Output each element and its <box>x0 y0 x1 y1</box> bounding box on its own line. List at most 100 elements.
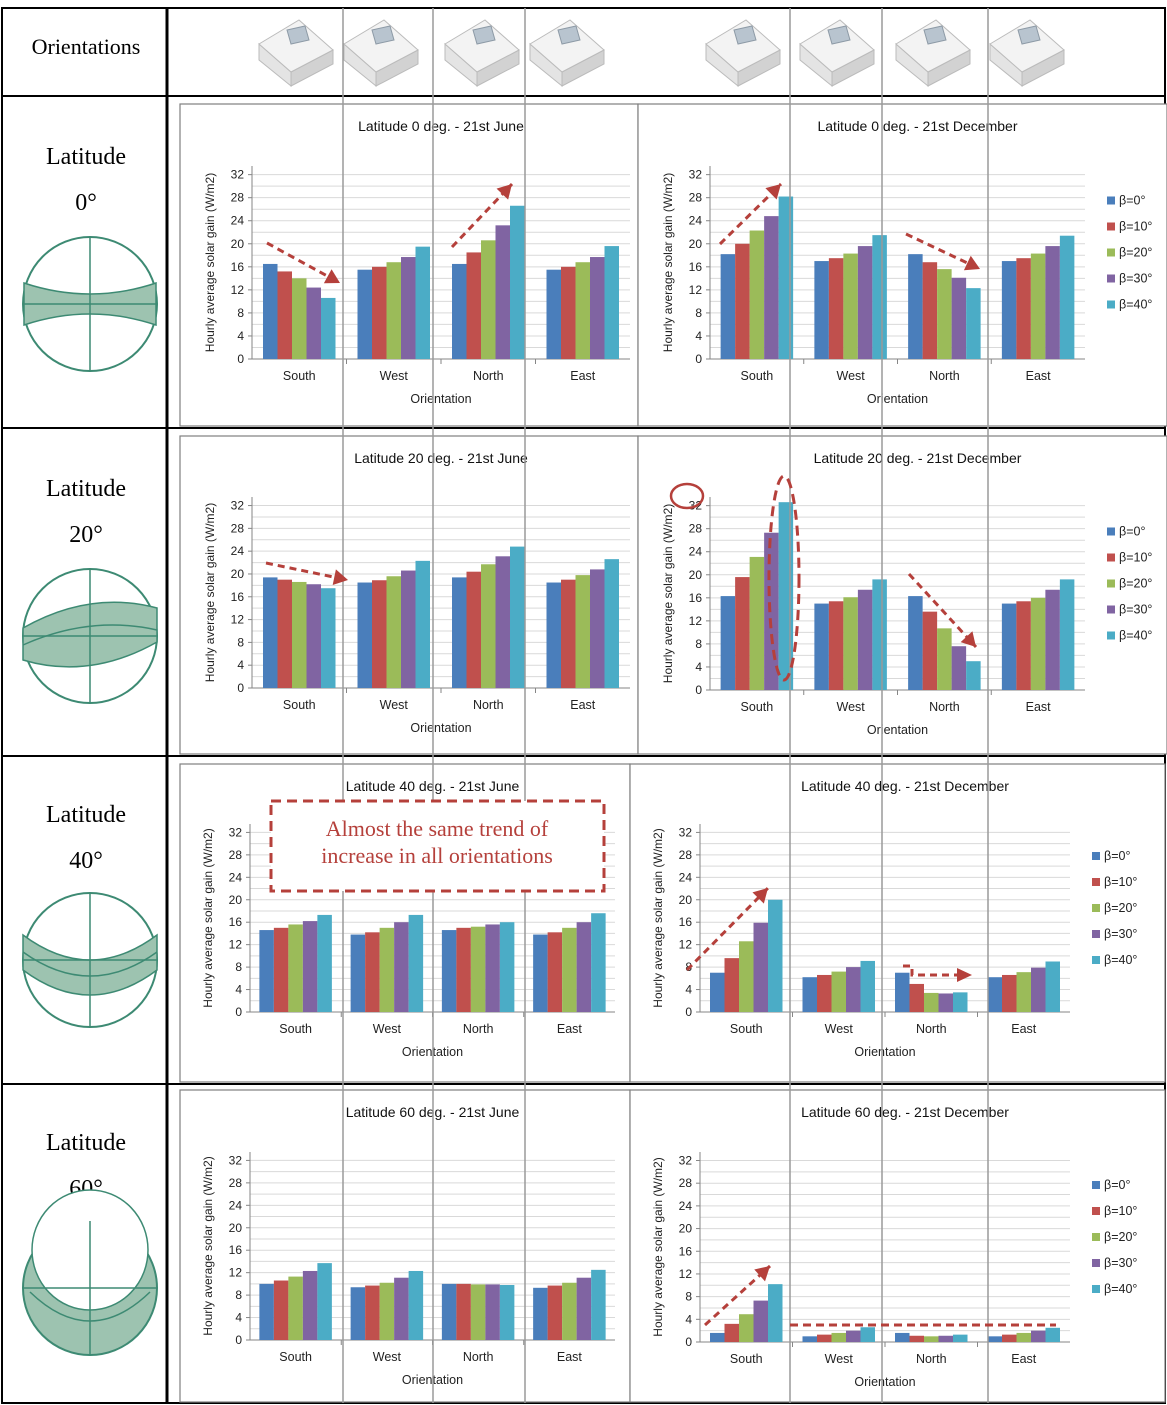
bar <box>302 921 318 1012</box>
x-tick-label: West <box>825 1022 854 1036</box>
y-tick-label: 4 <box>235 983 242 997</box>
bar <box>386 262 401 359</box>
legend-swatch <box>1092 878 1100 886</box>
bar <box>415 246 430 359</box>
y-tick-label: 32 <box>229 825 243 839</box>
bar <box>495 225 510 359</box>
y-tick-label: 24 <box>229 1198 243 1212</box>
bar <box>1045 1327 1060 1342</box>
x-tick-label: South <box>279 1350 312 1364</box>
bar <box>802 977 817 1012</box>
y-tick-label: 24 <box>231 214 245 228</box>
chart-title: Latitude 0 deg. - 21st June <box>358 118 524 134</box>
bar <box>591 1269 606 1340</box>
bar <box>466 571 481 688</box>
bar <box>357 582 372 688</box>
x-tick-label: South <box>283 369 316 383</box>
bar <box>1030 253 1046 359</box>
legend-label: β=20° <box>1104 1230 1137 1244</box>
y-tick-label: 24 <box>229 870 243 884</box>
annotation-box-line: Almost the same trend of <box>326 816 549 841</box>
bar <box>277 579 292 688</box>
bar <box>909 983 924 1012</box>
chart-title: Latitude 0 deg. - 21st December <box>817 118 1017 134</box>
bar <box>1001 261 1017 359</box>
legend-swatch <box>1092 930 1100 938</box>
legend-swatch <box>1092 1285 1100 1293</box>
row-2-latitude-value: 40° <box>69 848 103 874</box>
y-tick-label: 0 <box>235 1005 242 1019</box>
bar <box>843 253 858 359</box>
bar <box>1016 972 1031 1012</box>
bar <box>394 922 409 1012</box>
bar <box>857 246 873 359</box>
x-axis-label: Orientation <box>867 392 928 406</box>
y-tick-label: 20 <box>229 1221 243 1235</box>
building-icon <box>895 19 971 88</box>
bar <box>575 262 590 359</box>
y-tick-label: 4 <box>237 329 244 343</box>
y-tick-label: 12 <box>679 1267 693 1281</box>
building-icon <box>343 19 419 88</box>
chart-frame <box>637 435 1167 755</box>
legend-label: β=0° <box>1119 525 1145 539</box>
x-tick-label: North <box>929 700 960 714</box>
bar <box>831 971 846 1012</box>
orientations-header: Orientations <box>32 34 141 59</box>
building-icon <box>799 19 875 88</box>
chart-frame <box>179 1089 631 1403</box>
bar <box>895 1332 910 1342</box>
y-axis-label: Hourly average solar gain (W/m2) <box>201 1156 215 1335</box>
chart-2: 0 4 8 12 16 20 24 28 32 South West North East Latitud… <box>179 435 639 755</box>
x-tick-label: North <box>463 1350 494 1364</box>
bar <box>814 261 829 359</box>
bar <box>350 934 366 1012</box>
y-tick-label: 4 <box>685 1312 692 1326</box>
bar <box>547 1285 563 1340</box>
legend-swatch <box>1107 274 1115 283</box>
bar <box>1045 589 1060 690</box>
bar <box>466 252 481 359</box>
bar <box>562 1282 577 1340</box>
y-axis-label: Hourly average solar gain (W/m2) <box>203 173 217 352</box>
bar <box>739 941 754 1012</box>
bar <box>1045 246 1060 359</box>
legend-label: β=20° <box>1119 577 1152 591</box>
bar <box>1031 1330 1046 1342</box>
legend-label: β=10° <box>1104 1204 1137 1218</box>
north-elbow-arrow <box>903 964 972 982</box>
y-tick-label: 20 <box>229 893 243 907</box>
y-tick-label: 24 <box>231 544 245 558</box>
bar <box>452 577 467 688</box>
y-tick-label: 8 <box>695 306 702 320</box>
legend-label: β=30° <box>1104 927 1137 941</box>
bar <box>263 577 278 688</box>
bar <box>895 972 910 1012</box>
bar <box>735 243 750 359</box>
x-tick-label: West <box>837 369 866 383</box>
highlight-ellipse <box>767 474 801 682</box>
y-axis-label: Hourly average solar gain (W/m2) <box>661 504 675 683</box>
bar <box>908 596 923 690</box>
y-axis-label: Hourly average solar gain (W/m2) <box>201 828 215 1007</box>
bar <box>292 278 307 359</box>
bar <box>546 269 561 359</box>
x-tick-label: South <box>279 1022 312 1036</box>
chart-title: Latitude 40 deg. - 21st December <box>801 778 1009 794</box>
y-tick-label: 32 <box>231 168 245 182</box>
y-tick-label: 0 <box>237 681 244 695</box>
y-axis-label: Hourly average solar gain (W/m2) <box>661 173 675 352</box>
legend-swatch <box>1107 553 1115 562</box>
chart-title: Latitude 20 deg. - 21st June <box>354 450 528 466</box>
y-axis-label: Hourly average solar gain (W/m2) <box>651 1157 665 1336</box>
y-tick-label: 12 <box>689 614 703 628</box>
bar <box>415 560 430 688</box>
y-tick-label: 24 <box>679 1199 693 1213</box>
bar <box>510 546 525 688</box>
chart-title: Latitude 20 deg. - 21st December <box>814 450 1022 466</box>
chart-1: 0 4 8 12 16 20 24 28 32 South West North East Latitud… <box>637 103 1167 427</box>
bar <box>441 930 457 1012</box>
orientation-guide-lines <box>342 8 989 1403</box>
